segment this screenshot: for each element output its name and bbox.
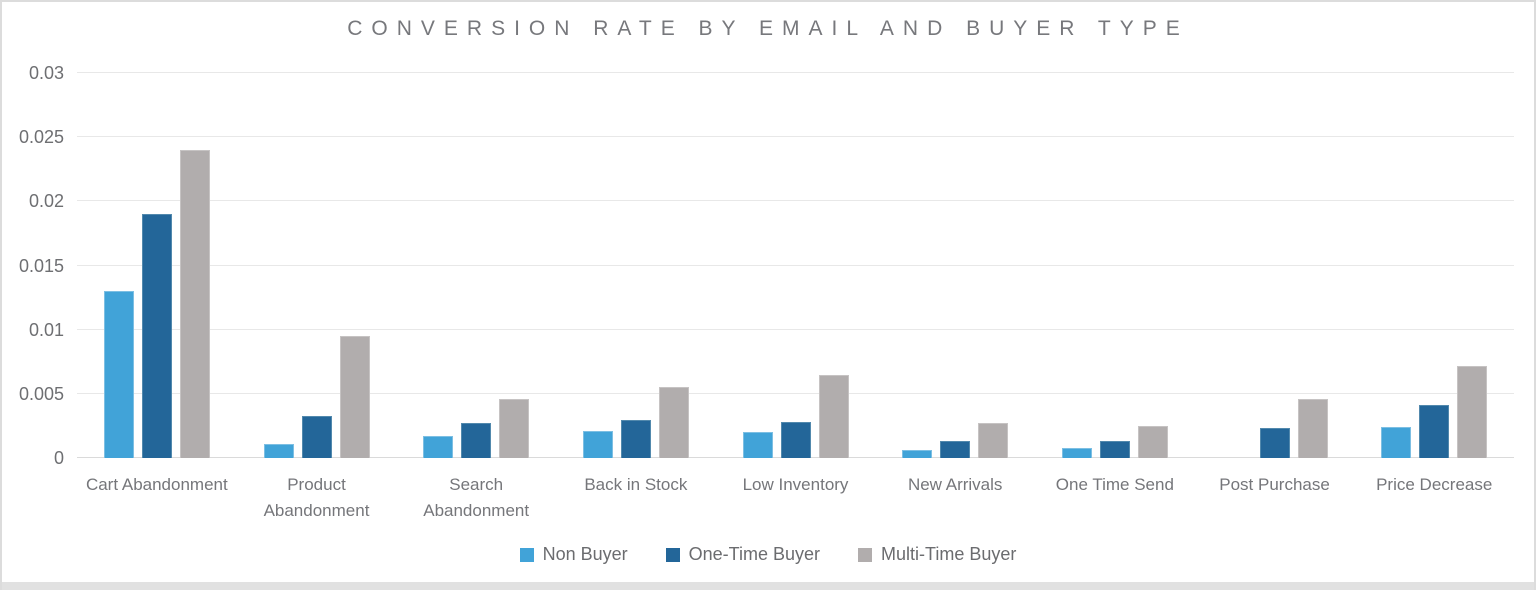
- y-tick-label: 0.03: [28, 63, 64, 83]
- gridline: [77, 200, 1514, 202]
- legend-swatch-icon: [665, 547, 680, 562]
- legend-label: One-Time Buyer: [688, 544, 821, 564]
- bar: [1137, 425, 1168, 458]
- plot-area: [77, 72, 1514, 458]
- x-axis: Cart Abandonment Product Abandonment Searc…: [77, 472, 1514, 524]
- bar-group: [396, 73, 556, 458]
- y-tick-label: 0.005: [18, 383, 64, 404]
- legend-swatch-icon: [519, 547, 534, 562]
- bar: [1381, 427, 1412, 458]
- bar: [301, 415, 332, 458]
- legend-label: Non Buyer: [542, 544, 628, 564]
- bar: [1259, 428, 1290, 458]
- bar: [1297, 398, 1328, 458]
- gridline: [77, 328, 1514, 330]
- x-category-label: Cart Abandonment: [85, 475, 228, 494]
- gridline: [77, 72, 1514, 73]
- x-category-label: Product Abandonment: [263, 475, 370, 520]
- bar: [620, 419, 651, 458]
- legend-item[interactable]: One-Time Buyer: [665, 544, 821, 565]
- bar-group: [1195, 73, 1355, 458]
- bar-group: [237, 73, 397, 458]
- x-category-label: Back in Stock: [584, 475, 688, 494]
- bar: [423, 436, 454, 458]
- bar: [103, 291, 134, 458]
- bar: [742, 432, 773, 458]
- bar-group: [556, 73, 716, 458]
- bar-groups: [77, 73, 1514, 458]
- bar: [461, 423, 492, 458]
- legend: Non Buyer One-Time Buyer Multi-Time Buyer: [2, 544, 1534, 565]
- bar: [1099, 441, 1130, 458]
- bar: [582, 431, 613, 458]
- bar: [263, 443, 294, 458]
- bar: [179, 150, 210, 458]
- bar: [339, 336, 370, 458]
- bar: [1457, 365, 1488, 458]
- bar: [1061, 447, 1092, 458]
- x-category-label: One Time Send: [1055, 475, 1174, 494]
- y-tick-label: 0: [53, 448, 64, 468]
- y-tick-label: 0.025: [18, 127, 64, 148]
- bar: [902, 450, 933, 458]
- bar: [141, 214, 172, 458]
- gridline: [77, 392, 1514, 394]
- legend-item[interactable]: Multi-Time Buyer: [858, 544, 1016, 565]
- bar: [1419, 405, 1450, 458]
- bottom-strip: [2, 582, 1534, 590]
- bar-group: [875, 73, 1035, 458]
- x-category-label: Price Decrease: [1376, 475, 1493, 494]
- bar-group: [1354, 73, 1514, 458]
- x-category-label: New Arrivals: [907, 475, 1003, 494]
- legend-swatch-icon: [858, 547, 873, 562]
- bar: [818, 374, 849, 458]
- bar: [940, 441, 971, 458]
- chart-title: CONVERSION RATE BY EMAIL AND BUYER TYPE: [347, 17, 1189, 40]
- gridline: [77, 264, 1514, 266]
- y-tick-label: 0.015: [18, 255, 64, 276]
- y-tick-label: 0.01: [28, 319, 64, 340]
- x-category-label: Post Purchase: [1219, 475, 1330, 494]
- legend-item[interactable]: Non Buyer: [519, 544, 628, 565]
- bar-group: [1035, 73, 1195, 458]
- bar: [780, 422, 811, 458]
- bar: [978, 423, 1009, 458]
- bar: [658, 387, 689, 458]
- legend-label: Multi-Time Buyer: [881, 544, 1017, 564]
- bar-group: [716, 73, 876, 458]
- x-category-label: Search Abandonment: [423, 475, 530, 520]
- y-tick-label: 0.02: [28, 191, 64, 212]
- gridline: [77, 136, 1514, 138]
- bar: [499, 398, 530, 458]
- bar-group: [77, 73, 237, 458]
- x-category-label: Low Inventory: [742, 475, 849, 494]
